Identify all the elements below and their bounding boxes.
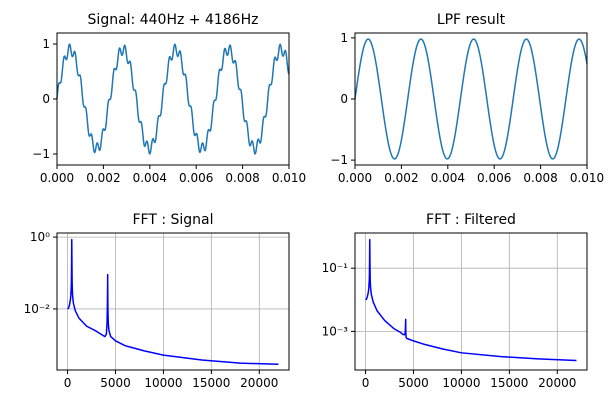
lpf-plot: LPF result 0.000 0.002 0.004 0.006 0.008 0.01… [330, 12, 604, 185]
lpf-ytick-label-1: 0 [340, 92, 348, 106]
signal-ytick-label-1: 0 [42, 92, 50, 106]
lpf-xtick-label-2: 0.004 [431, 171, 465, 185]
signal-plot-title: Signal: 440Hz + 4186Hz [88, 12, 259, 28]
lpf-xtick-label-0: 0.000 [338, 171, 372, 185]
signal-ytick-label-0: −1 [32, 147, 50, 161]
signal-xtick-label-3: 0.006 [179, 171, 213, 185]
fft-filtered-xtick-label-0: 0 [362, 376, 370, 390]
fft-signal-xtick-label-3: 15000 [192, 376, 230, 390]
fft-filtered-ytick-label-0: 10⁻³ [322, 324, 349, 338]
signal-xtick-label-5: 0.010 [272, 171, 306, 185]
lpf-series-line [354, 38, 588, 160]
fft-signal-plot-title: FFT : Signal [132, 212, 213, 228]
lpf-xtick-label-3: 0.006 [477, 171, 511, 185]
fft-filtered-xtick-label-4: 20000 [538, 376, 576, 390]
signal-series-line [56, 43, 290, 155]
fft-filtered-plot: FFT : Filtered 0 5000 10000 15000 20000 10⁻³ 1… [322, 212, 588, 390]
signal-xtick-label-4: 0.008 [225, 171, 259, 185]
lpf-ytick-label-0: −1 [330, 153, 348, 167]
fft-filtered-series-line [365, 238, 577, 362]
lpf-xtick-label-4: 0.008 [523, 171, 557, 185]
signal-xtick-label-2: 0.004 [133, 171, 167, 185]
fft-filtered-axes-frame [354, 232, 588, 371]
fft-signal-ytick-label-0: 10⁻² [24, 302, 51, 316]
lpf-xtick-label-5: 0.010 [570, 171, 604, 185]
fft-filtered-xtick-label-1: 5000 [398, 376, 429, 390]
lpf-xtick-label-1: 0.002 [384, 171, 418, 185]
signal-plot: Signal: 440Hz + 4186Hz 0.000 0.002 0.004 0.… [32, 12, 306, 185]
fft-filtered-ytick-label-1: 10⁻¹ [322, 261, 349, 275]
lpf-plot-title: LPF result [437, 12, 506, 28]
fft-filtered-xtick-label-3: 15000 [490, 376, 528, 390]
signal-ytick-label-2: 1 [42, 37, 50, 51]
signal-xtick-label-0: 0.000 [40, 171, 74, 185]
fft-signal-xtick-label-1: 5000 [100, 376, 131, 390]
fft-signal-axes-frame [56, 232, 290, 371]
fft-signal-series-line [67, 238, 279, 365]
lpf-axes-frame [354, 32, 588, 166]
lpf-ytick-label-2: 1 [340, 31, 348, 45]
fft-signal-xtick-label-2: 10000 [144, 376, 182, 390]
fft-filtered-xtick-label-2: 10000 [442, 376, 480, 390]
signal-xtick-label-1: 0.002 [86, 171, 120, 185]
fft-filtered-plot-title: FFT : Filtered [426, 212, 516, 228]
fft-signal-xtick-label-4: 20000 [240, 376, 278, 390]
fft-signal-ytick-label-1: 10⁰ [30, 230, 50, 244]
fft-signal-plot: FFT : Signal 0 5000 10000 15000 20000 10⁻² 10⁰ [24, 212, 290, 390]
fft-signal-xtick-label-0: 0 [64, 376, 72, 390]
